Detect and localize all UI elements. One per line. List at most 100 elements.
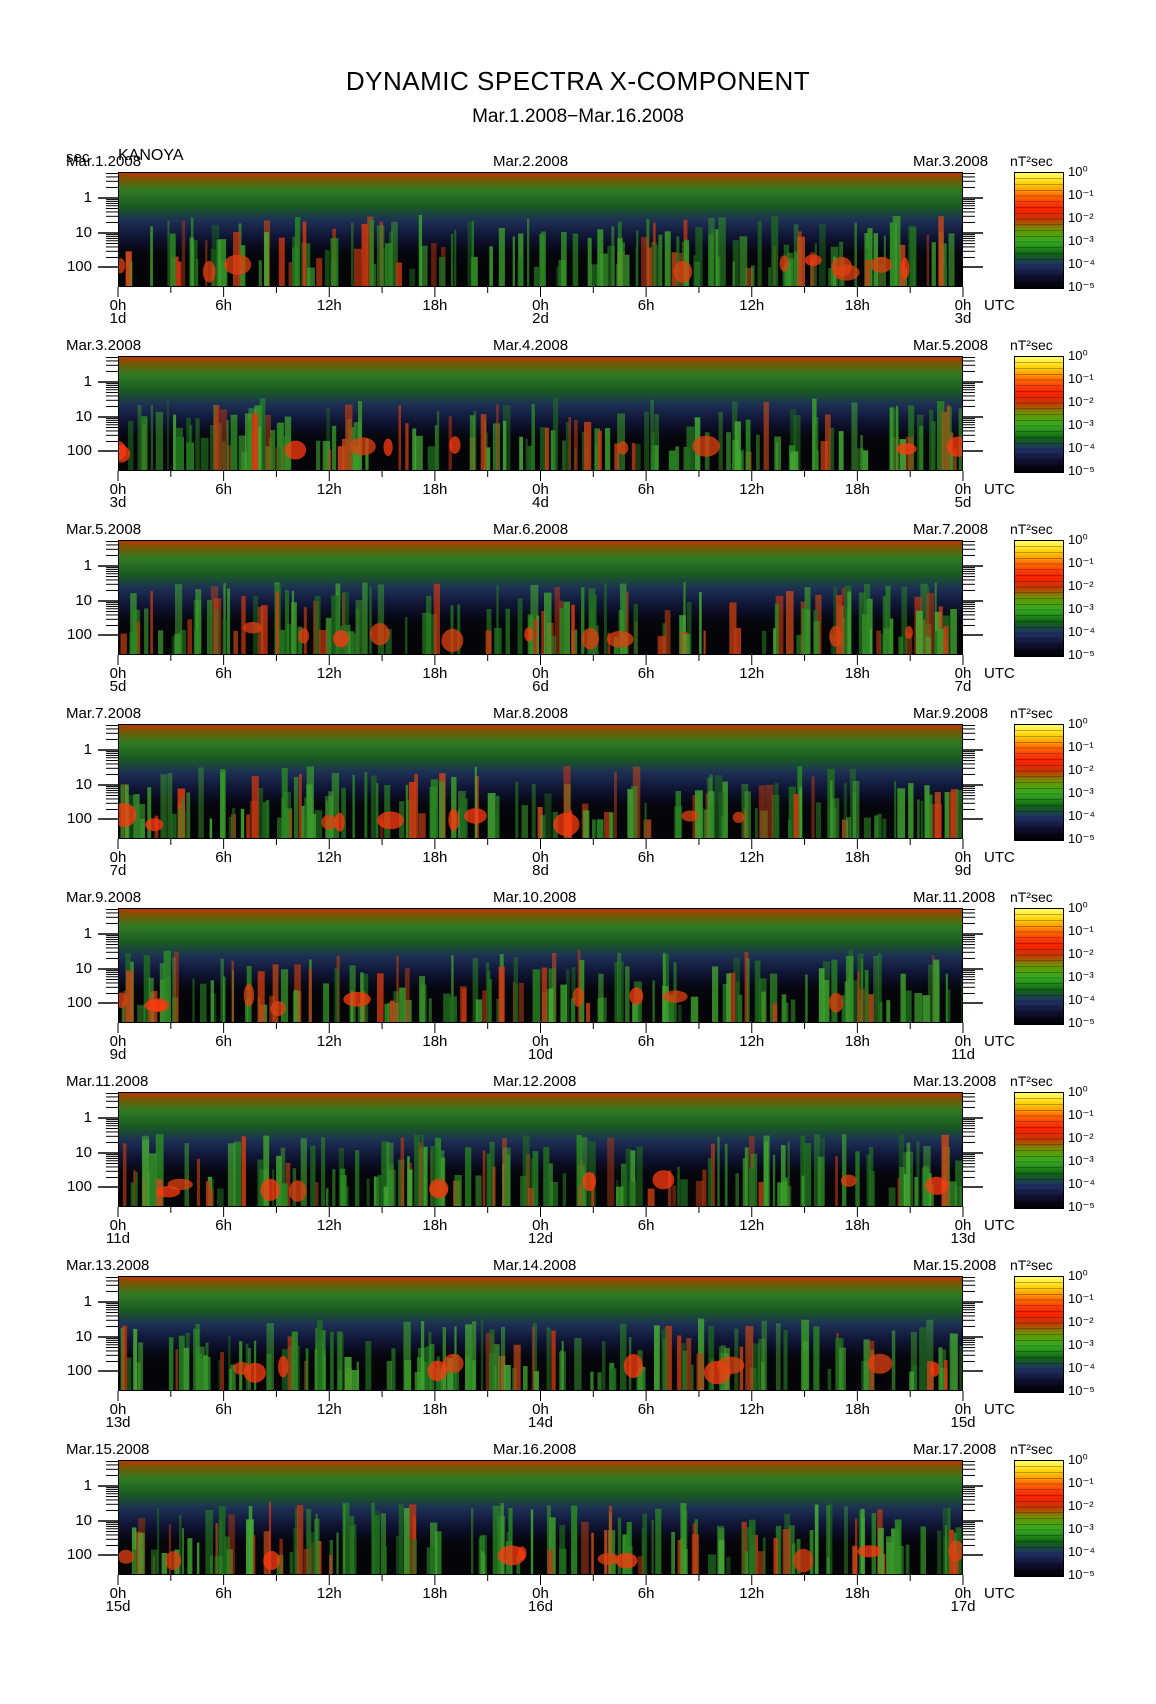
- x-hour-label: 12h: [316, 1033, 342, 1050]
- activity-streak: [583, 810, 590, 839]
- colorbar-level-label: 10⁰: [1068, 532, 1088, 547]
- activity-burst: [840, 1174, 857, 1187]
- activity-streak: [905, 1151, 914, 1207]
- activity-streak: [355, 600, 363, 655]
- activity-streak: [346, 631, 355, 655]
- activity-streak: [443, 993, 451, 1023]
- colorbar-level-label: 10⁻⁴: [1068, 1360, 1095, 1375]
- activity-streak: [147, 787, 152, 839]
- activity-streak: [351, 222, 354, 287]
- activity-burst: [145, 818, 164, 832]
- activity-streak: [361, 223, 368, 287]
- activity-streak: [632, 1002, 638, 1023]
- spectral-activity: [120, 582, 957, 655]
- activity-streak: [927, 964, 935, 1023]
- activity-streak: [326, 1188, 329, 1207]
- activity-streak: [496, 404, 499, 471]
- x-hour-label: 0h: [954, 1401, 972, 1418]
- colorbar-level-label: 10⁻²: [1068, 578, 1094, 593]
- activity-streak: [528, 1187, 534, 1207]
- x-hour-label: 18h: [844, 665, 870, 682]
- colorbar-level-label: 10⁻²: [1068, 762, 1094, 777]
- activity-streak: [492, 1505, 501, 1575]
- activity-streak: [716, 1525, 725, 1575]
- activity-streak: [527, 218, 530, 287]
- activity-burst: [896, 443, 917, 455]
- activity-streak: [805, 974, 808, 1023]
- x-hour-label: 6h: [215, 665, 232, 682]
- activity-streak: [631, 786, 638, 839]
- activity-streak: [726, 432, 731, 471]
- x-hour-label: 0h: [532, 1217, 549, 1234]
- activity-streak: [167, 773, 173, 839]
- activity-streak: [434, 425, 438, 471]
- activity-streak: [699, 592, 702, 655]
- activity-streak: [521, 805, 528, 839]
- y-tick-label: 10: [75, 592, 92, 609]
- activity-streak: [175, 1349, 178, 1391]
- activity-streak: [600, 253, 608, 287]
- activity-streak: [391, 221, 398, 287]
- activity-streak: [349, 1526, 354, 1575]
- activity-burst: [321, 814, 338, 830]
- activity-streak: [277, 446, 281, 471]
- activity-streak: [213, 416, 218, 471]
- activity-streak: [383, 1186, 388, 1207]
- spectrogram-svg: [118, 908, 963, 1023]
- activity-streak: [516, 1556, 521, 1575]
- activity-streak: [554, 586, 560, 655]
- activity-streak: [574, 420, 578, 471]
- activity-streak: [260, 605, 268, 655]
- activity-streak: [381, 1141, 389, 1207]
- activity-streak: [774, 603, 779, 655]
- activity-streak: [706, 809, 709, 839]
- activity-streak: [174, 633, 181, 655]
- x-day-label: 11d: [106, 1230, 130, 1247]
- activity-streak: [365, 1340, 372, 1391]
- y-axis-ticks-right: [963, 725, 983, 820]
- activity-streak: [163, 950, 171, 1023]
- x-hour-label: 0h: [532, 849, 549, 866]
- spectrogram-plot: [118, 1460, 963, 1575]
- activity-streak: [926, 1319, 934, 1391]
- activity-streak: [942, 1508, 951, 1575]
- x-hour-label: 12h: [316, 849, 342, 866]
- activity-streak: [754, 808, 758, 839]
- panel-mid-date: Mar.2.2008: [493, 153, 569, 170]
- activity-streak: [207, 599, 213, 655]
- activity-streak: [486, 447, 491, 471]
- activity-burst: [582, 1172, 597, 1192]
- panel-mid-date: Mar.4.2008: [493, 337, 569, 354]
- activity-burst: [118, 1549, 135, 1564]
- activity-streak: [734, 421, 741, 471]
- x-hour-label: 6h: [215, 481, 232, 498]
- activity-streak: [496, 585, 499, 655]
- activity-streak: [604, 811, 612, 839]
- colorbar: [1014, 1460, 1064, 1577]
- activity-burst: [900, 257, 910, 280]
- activity-streak: [594, 445, 598, 471]
- colorbar: [1014, 1092, 1064, 1209]
- activity-streak: [195, 418, 200, 471]
- plot-frame: [118, 356, 963, 471]
- activity-burst: [629, 987, 644, 1005]
- activity-streak: [177, 261, 182, 287]
- x-hour-label: 18h: [422, 665, 448, 682]
- activity-streak: [504, 1365, 511, 1391]
- activity-streak: [522, 1135, 530, 1207]
- activity-streak: [223, 976, 226, 1023]
- y-axis-ticks-right: [963, 357, 983, 452]
- activity-streak: [209, 818, 213, 839]
- x-day-label: 14d: [527, 1414, 554, 1431]
- activity-streak: [905, 632, 913, 655]
- x-day-label: 2d: [532, 310, 549, 327]
- activity-streak: [302, 221, 307, 287]
- activity-streak: [751, 265, 755, 287]
- colorbar-level-label: 10⁰: [1068, 900, 1088, 915]
- activity-streak: [480, 414, 487, 471]
- activity-burst: [333, 630, 349, 648]
- plot-frame: [118, 1276, 963, 1391]
- activity-streak: [811, 776, 815, 839]
- activity-streak: [372, 1515, 380, 1575]
- activity-streak: [860, 435, 863, 471]
